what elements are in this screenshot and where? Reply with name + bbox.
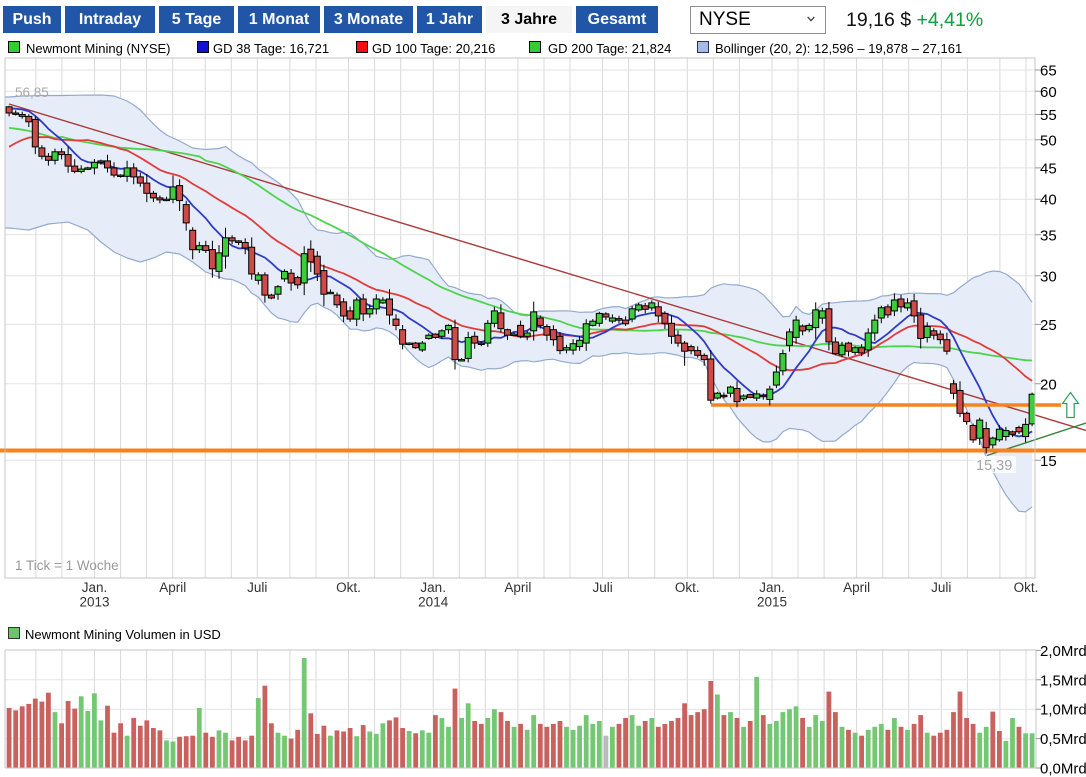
svg-text:April: April: [504, 580, 531, 595]
svg-text:2,0Mrd: 2,0Mrd: [1040, 643, 1086, 660]
svg-text:2015: 2015: [757, 595, 787, 610]
svg-text:1,5Mrd: 1,5Mrd: [1040, 672, 1086, 689]
svg-text:1 Tick = 1 Woche: 1 Tick = 1 Woche: [15, 558, 119, 573]
svg-text:Jan.: Jan.: [82, 580, 108, 595]
svg-text:50: 50: [1040, 132, 1057, 149]
svg-text:40: 40: [1040, 192, 1057, 209]
svg-text:60: 60: [1040, 84, 1057, 101]
svg-text:Okt.: Okt.: [1014, 580, 1039, 595]
svg-text:0,0Mrd: 0,0Mrd: [1040, 761, 1086, 777]
svg-text:Juli: Juli: [247, 580, 267, 595]
svg-text:Juli: Juli: [592, 580, 612, 595]
svg-text:Jan.: Jan.: [420, 580, 446, 595]
svg-text:2014: 2014: [418, 595, 449, 610]
svg-text:15: 15: [1040, 453, 1057, 470]
svg-text:56,85: 56,85: [15, 85, 49, 100]
svg-text:Okt.: Okt.: [675, 580, 700, 595]
svg-text:55: 55: [1040, 107, 1057, 124]
svg-text:April: April: [843, 580, 870, 595]
svg-text:0,5Mrd: 0,5Mrd: [1040, 731, 1086, 748]
svg-text:Jan.: Jan.: [759, 580, 785, 595]
svg-text:April: April: [159, 580, 186, 595]
svg-text:20: 20: [1040, 376, 1057, 393]
svg-text:1,0Mrd: 1,0Mrd: [1040, 702, 1086, 719]
svg-text:25: 25: [1040, 317, 1057, 334]
svg-text:Juli: Juli: [931, 580, 951, 595]
svg-text:15,39: 15,39: [976, 458, 1012, 474]
svg-text:65: 65: [1040, 63, 1057, 80]
svg-text:2013: 2013: [79, 595, 109, 610]
svg-text:45: 45: [1040, 160, 1057, 177]
svg-text:30: 30: [1040, 268, 1057, 285]
svg-text:35: 35: [1040, 227, 1057, 244]
svg-text:Okt.: Okt.: [336, 580, 361, 595]
